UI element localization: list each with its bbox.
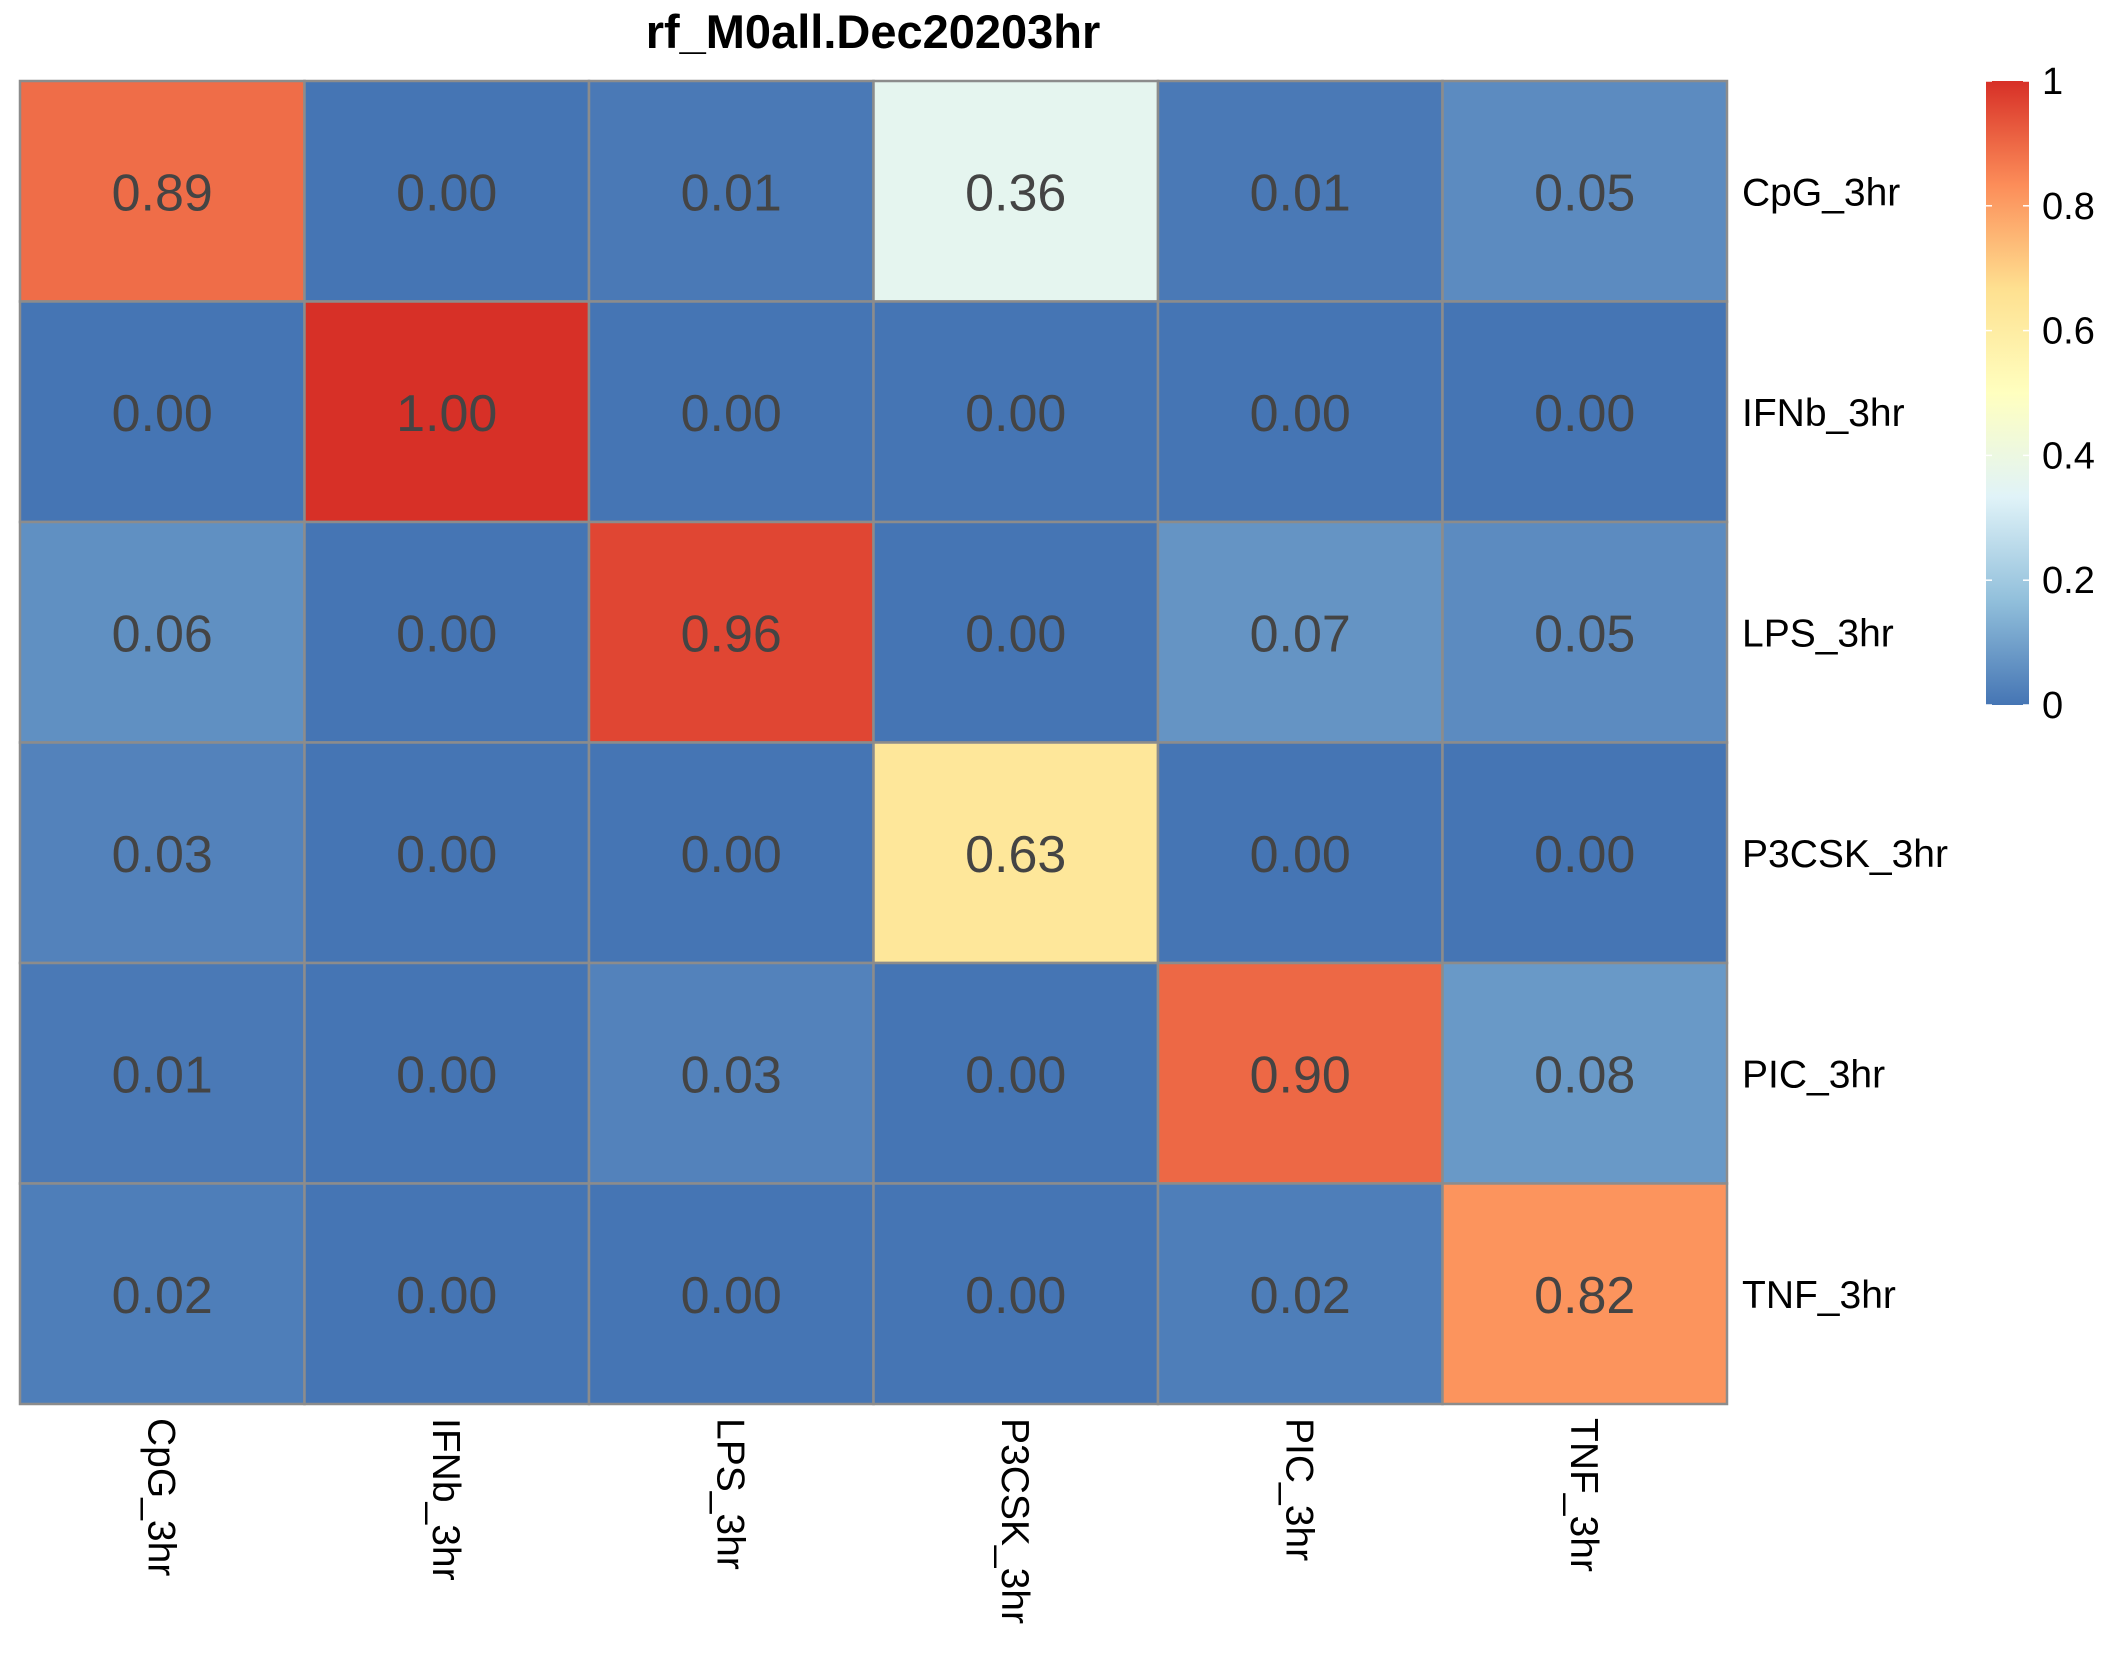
- cell-value-label: 0.02: [1250, 1267, 1351, 1325]
- colorbar-tick-label: 0.6: [2042, 311, 2095, 353]
- column-label: IFNb_3hr: [424, 1418, 467, 1581]
- heatmap-cell: [303, 741, 591, 965]
- cell-value-label: 0.00: [1250, 826, 1351, 884]
- heatmap-cell: [1441, 961, 1729, 1185]
- cell-value-label: 0.00: [396, 605, 497, 663]
- heatmap-cell: [872, 300, 1160, 524]
- row-labels: CpG_3hr IFNb_3hr LPS_3hr P3CSK_3hr PIC_3hr TN…: [1742, 171, 1948, 1317]
- cell-value-label: 0.00: [965, 385, 1066, 443]
- heatmap-cell: [18, 961, 306, 1185]
- cell-value-label: 0.01: [1250, 164, 1351, 222]
- colorbar-tick-label: 0.2: [2042, 560, 2095, 602]
- row-label: IFNb_3hr: [1742, 392, 1905, 435]
- heatmap-cell: [1156, 961, 1444, 1185]
- heatmap-cell: [1441, 520, 1729, 744]
- heatmap-cell: [1156, 79, 1444, 303]
- colorbar-tick-label: 0.8: [2042, 186, 2095, 228]
- cell-value-label: 0.63: [965, 826, 1066, 884]
- heatmap-cell: [1441, 79, 1729, 303]
- cell-value-label: 0.00: [396, 164, 497, 222]
- cell-value-label: 0.01: [112, 1046, 213, 1104]
- cell-value-label: 0.00: [396, 826, 497, 884]
- heatmap-cell: [1441, 1182, 1729, 1406]
- column-label: LPS_3hr: [708, 1418, 751, 1570]
- heatmap-cell: [587, 79, 875, 303]
- heatmap-cell: [303, 520, 591, 744]
- cell-value-label: 0.00: [965, 605, 1066, 663]
- row-label: LPS_3hr: [1742, 612, 1894, 655]
- heatmap-cell: [303, 79, 591, 303]
- cell-value-label: 0.00: [1534, 826, 1635, 884]
- column-labels: CpG_3hr IFNb_3hr LPS_3hr P3CSK_3hr PIC_3hr TN…: [139, 1418, 1605, 1624]
- cell-value-label: 0.06: [112, 605, 213, 663]
- heatmap-cell: [18, 79, 306, 303]
- cell-value-label: 0.05: [1534, 164, 1635, 222]
- cell-value-label: 0.00: [965, 1267, 1066, 1325]
- cell-value-label: 0.00: [681, 1267, 782, 1325]
- chart-title: rf_M0all.Dec20203hr: [646, 5, 1101, 58]
- cell-value-label: 0.90: [1250, 1046, 1351, 1104]
- heatmap-cell: [872, 741, 1160, 965]
- cell-value-label: 0.00: [1534, 385, 1635, 443]
- colorbar-tick-label: 1: [2042, 61, 2063, 103]
- heatmap-cell: [18, 1182, 306, 1406]
- cell-value-label: 0.00: [1250, 385, 1351, 443]
- row-label: P3CSK_3hr: [1742, 833, 1948, 876]
- heatmap-cell: [303, 300, 591, 524]
- cell-value-label: 0.01: [681, 164, 782, 222]
- heatmap-cells: 0.89 0.00 0.01 0.36 0.01 0.05 0.00 1.00 0.00 0.00…: [18, 79, 1729, 1406]
- heatmap-cell: [587, 520, 875, 744]
- column-label: CpG_3hr: [139, 1418, 182, 1576]
- row-label: CpG_3hr: [1742, 171, 1900, 214]
- row-label: TNF_3hr: [1742, 1274, 1896, 1317]
- heatmap-cell: [587, 741, 875, 965]
- cell-value-label: 0.82: [1534, 1267, 1635, 1325]
- cell-value-label: 0.00: [965, 1046, 1066, 1104]
- heatmap-cell: [1441, 741, 1729, 965]
- heatmap-cell: [1156, 1182, 1444, 1406]
- cell-value-label: 0.00: [112, 385, 213, 443]
- heatmap-cell: [587, 961, 875, 1185]
- column-label: P3CSK_3hr: [993, 1418, 1036, 1624]
- cell-value-label: 0.00: [681, 385, 782, 443]
- cell-value-label: 0.00: [396, 1046, 497, 1104]
- cell-value-label: 0.03: [681, 1046, 782, 1104]
- cell-value-label: 0.02: [112, 1267, 213, 1325]
- heatmap-cell: [872, 520, 1160, 744]
- cell-value-label: 0.05: [1534, 605, 1635, 663]
- cell-value-label: 0.36: [965, 164, 1066, 222]
- column-label: TNF_3hr: [1562, 1418, 1605, 1572]
- heatmap-cell: [872, 1182, 1160, 1406]
- cell-value-label: 0.96: [681, 605, 782, 663]
- cell-value-label: 0.03: [112, 826, 213, 884]
- cell-value-label: 0.08: [1534, 1046, 1635, 1104]
- colorbar-tick-label: 0: [2042, 685, 2063, 727]
- cell-value-label: 1.00: [396, 385, 497, 443]
- heatmap-cell: [872, 79, 1160, 303]
- colorbar-tick-label: 0.4: [2042, 435, 2095, 477]
- cell-value-label: 0.00: [396, 1267, 497, 1325]
- heatmap-cell: [1441, 300, 1729, 524]
- heatmap-cell: [1156, 520, 1444, 744]
- colorbar-legend: 0 0.2 0.4 0.6 0.8 1: [1986, 61, 2095, 727]
- cell-value-label: 0.07: [1250, 605, 1351, 663]
- cell-value-label: 0.00: [681, 826, 782, 884]
- heatmap-cell: [18, 520, 306, 744]
- colorbar-gradient: [1986, 81, 2029, 705]
- heatmap-cell: [18, 741, 306, 965]
- column-label: PIC_3hr: [1277, 1418, 1320, 1561]
- heatmap-cell: [872, 961, 1160, 1185]
- row-label: PIC_3hr: [1742, 1053, 1885, 1096]
- heatmap-cell: [1156, 741, 1444, 965]
- cell-value-label: 0.89: [112, 164, 213, 222]
